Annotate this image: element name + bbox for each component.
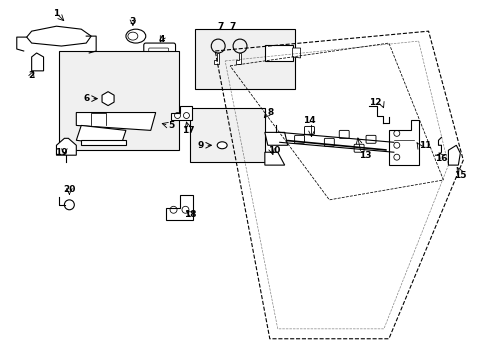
FancyBboxPatch shape (353, 144, 364, 152)
Polygon shape (165, 195, 193, 220)
Text: 3: 3 (129, 17, 136, 26)
Text: 7: 7 (217, 22, 223, 31)
Circle shape (64, 200, 74, 210)
FancyBboxPatch shape (190, 108, 264, 162)
Ellipse shape (126, 29, 145, 43)
Text: 13: 13 (358, 151, 371, 160)
Ellipse shape (217, 142, 226, 149)
Text: 20: 20 (63, 185, 75, 194)
Polygon shape (264, 152, 284, 165)
FancyBboxPatch shape (195, 29, 294, 89)
FancyBboxPatch shape (324, 138, 334, 146)
Text: 2: 2 (28, 71, 35, 80)
Text: 4: 4 (158, 35, 164, 44)
Polygon shape (214, 53, 219, 64)
Text: 12: 12 (368, 98, 381, 107)
Text: 5: 5 (168, 121, 175, 130)
FancyBboxPatch shape (294, 135, 304, 143)
Text: 11: 11 (418, 141, 430, 150)
Text: 6: 6 (83, 94, 89, 103)
Text: 8: 8 (267, 108, 273, 117)
Polygon shape (32, 53, 43, 71)
Polygon shape (264, 132, 287, 145)
Text: 18: 18 (184, 210, 196, 219)
Polygon shape (81, 140, 126, 145)
FancyBboxPatch shape (366, 135, 375, 143)
Polygon shape (264, 45, 292, 61)
FancyBboxPatch shape (304, 126, 314, 134)
Polygon shape (447, 145, 459, 165)
Polygon shape (76, 113, 155, 130)
FancyBboxPatch shape (143, 43, 175, 61)
Text: 10: 10 (267, 146, 280, 155)
Text: 7: 7 (228, 22, 235, 31)
Polygon shape (236, 53, 241, 64)
Text: 16: 16 (434, 154, 447, 163)
Text: 9: 9 (197, 141, 203, 150)
Polygon shape (27, 26, 91, 46)
Text: 14: 14 (303, 116, 315, 125)
Text: 17: 17 (182, 126, 194, 135)
Polygon shape (388, 121, 418, 165)
Polygon shape (170, 105, 192, 121)
Text: 15: 15 (453, 171, 466, 180)
FancyBboxPatch shape (339, 130, 348, 138)
Text: 19: 19 (55, 148, 68, 157)
Polygon shape (292, 48, 300, 58)
FancyBboxPatch shape (60, 51, 178, 150)
Text: 1: 1 (53, 9, 60, 18)
Polygon shape (76, 125, 126, 145)
Polygon shape (56, 138, 76, 155)
